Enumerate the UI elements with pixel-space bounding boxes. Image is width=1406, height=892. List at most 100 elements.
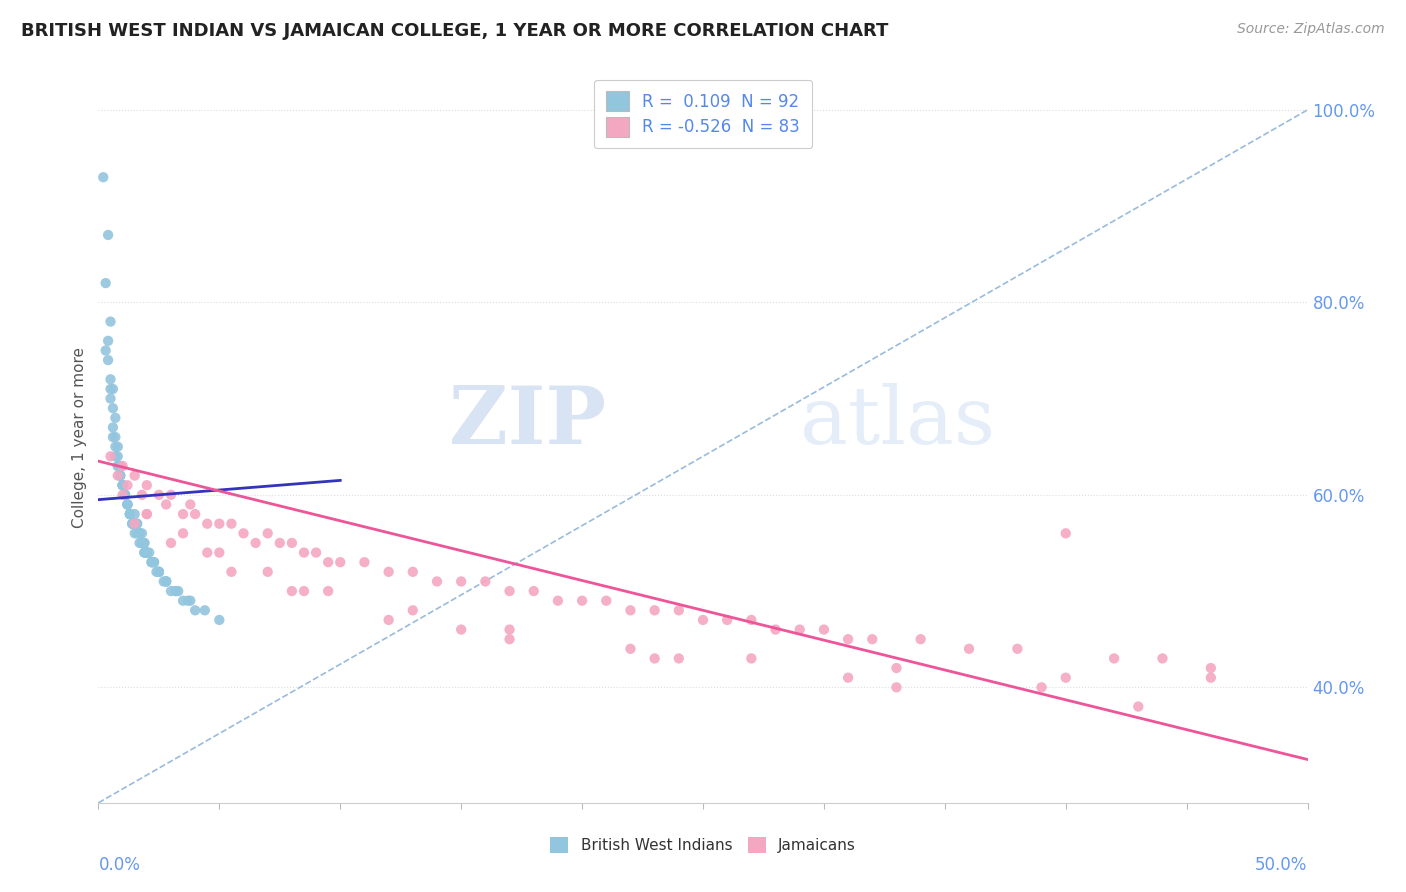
Point xyxy=(124,516,146,531)
Point xyxy=(886,681,908,695)
Point xyxy=(100,450,122,464)
Point xyxy=(281,584,304,599)
Point xyxy=(740,651,762,665)
Point xyxy=(127,516,149,531)
Point xyxy=(117,498,139,512)
Point xyxy=(97,334,120,348)
Point xyxy=(498,584,520,599)
Point xyxy=(108,458,131,473)
Point xyxy=(305,545,328,559)
Point xyxy=(124,516,146,531)
Text: BRITISH WEST INDIAN VS JAMAICAN COLLEGE, 1 YEAR OR MORE CORRELATION CHART: BRITISH WEST INDIAN VS JAMAICAN COLLEGE,… xyxy=(21,22,889,40)
Point xyxy=(148,565,170,579)
Point xyxy=(127,526,149,541)
Point xyxy=(117,478,139,492)
Point xyxy=(179,498,201,512)
Point xyxy=(789,623,811,637)
Point xyxy=(131,488,153,502)
Point xyxy=(135,478,157,492)
Text: 50.0%: 50.0% xyxy=(1256,855,1308,874)
Point xyxy=(498,632,520,647)
Point xyxy=(155,498,177,512)
Point xyxy=(474,574,496,589)
Point xyxy=(377,565,399,579)
Point xyxy=(155,574,177,589)
Point xyxy=(134,545,156,559)
Point xyxy=(148,565,170,579)
Point xyxy=(692,613,714,627)
Point xyxy=(91,170,114,185)
Point xyxy=(160,584,183,599)
Point xyxy=(117,498,139,512)
Point xyxy=(160,488,183,502)
Point xyxy=(245,536,267,550)
Point xyxy=(155,574,177,589)
Point xyxy=(108,468,131,483)
Point xyxy=(141,555,163,569)
Point xyxy=(128,536,150,550)
Point xyxy=(100,392,122,406)
Point xyxy=(124,507,146,521)
Point xyxy=(498,623,520,637)
Point xyxy=(1031,681,1053,695)
Point xyxy=(114,488,136,502)
Point xyxy=(143,555,166,569)
Point xyxy=(111,478,134,492)
Point xyxy=(329,555,352,569)
Point xyxy=(813,623,835,637)
Point xyxy=(221,565,243,579)
Point xyxy=(135,507,157,521)
Point xyxy=(114,488,136,502)
Point xyxy=(450,623,472,637)
Point xyxy=(172,593,194,607)
Point xyxy=(377,613,399,627)
Point xyxy=(141,555,163,569)
Point xyxy=(134,545,156,559)
Point xyxy=(127,516,149,531)
Y-axis label: College, 1 year or more: College, 1 year or more xyxy=(72,347,87,527)
Point xyxy=(837,632,859,647)
Point xyxy=(860,632,883,647)
Point xyxy=(256,565,278,579)
Point xyxy=(145,565,167,579)
Point xyxy=(1128,699,1150,714)
Point xyxy=(131,536,153,550)
Point xyxy=(111,488,134,502)
Point xyxy=(184,603,207,617)
Point xyxy=(134,536,156,550)
Point xyxy=(104,410,127,425)
Point xyxy=(571,593,593,607)
Point xyxy=(1054,526,1077,541)
Point xyxy=(316,584,339,599)
Point xyxy=(101,401,124,416)
Point xyxy=(135,507,157,521)
Point xyxy=(402,565,425,579)
Point xyxy=(256,526,278,541)
Point xyxy=(450,574,472,589)
Point xyxy=(117,498,139,512)
Point xyxy=(1102,651,1125,665)
Point xyxy=(101,382,124,396)
Point xyxy=(118,507,141,521)
Point xyxy=(108,468,131,483)
Point xyxy=(107,458,129,473)
Point xyxy=(107,450,129,464)
Text: Source: ZipAtlas.com: Source: ZipAtlas.com xyxy=(1237,22,1385,37)
Point xyxy=(837,671,859,685)
Point xyxy=(1152,651,1174,665)
Point xyxy=(135,545,157,559)
Point xyxy=(644,603,666,617)
Point xyxy=(208,613,231,627)
Point xyxy=(426,574,449,589)
Point xyxy=(118,507,141,521)
Point xyxy=(668,603,690,617)
Point xyxy=(644,651,666,665)
Point xyxy=(101,420,124,434)
Point xyxy=(716,613,738,627)
Point xyxy=(100,372,122,386)
Point xyxy=(184,507,207,521)
Point xyxy=(194,603,217,617)
Point xyxy=(108,468,131,483)
Point xyxy=(111,478,134,492)
Point xyxy=(195,545,218,559)
